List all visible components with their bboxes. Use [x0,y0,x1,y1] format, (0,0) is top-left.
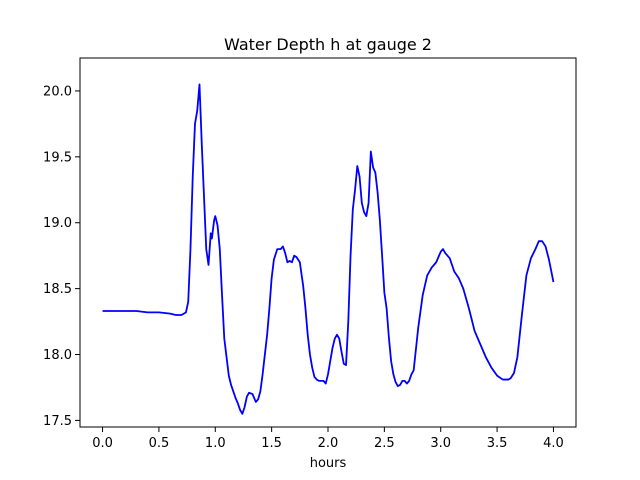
y-tick-label: 19.0 [43,216,72,231]
x-tick-label: 3.5 [487,436,508,451]
y-tick-label: 19.5 [43,150,72,165]
x-tick-label: 2.0 [318,436,339,451]
y-tick-label: 20.0 [43,84,72,99]
y-tick-label: 18.5 [43,282,72,297]
x-tick-label: 0.5 [149,436,170,451]
x-tick-label: 1.0 [205,436,226,451]
y-tick-label: 18.0 [43,348,72,363]
x-axis-label: hours [310,456,347,471]
plot-area [102,83,555,415]
y-axis-ticks: 17.5 18.0 18.5 19.0 19.5 20.0 [43,84,80,429]
x-axis-ticks: 0.0 0.5 1.0 1.5 2.0 2.5 3.0 3.5 4.0 [92,427,564,451]
y-tick-label: 17.5 [43,414,72,429]
series-line-gauge-2 [102,83,555,415]
x-tick-label: 3.0 [430,436,451,451]
x-tick-label: 4.0 [543,436,564,451]
x-tick-label: 0.0 [92,436,113,451]
x-tick-label: 2.5 [374,436,395,451]
x-tick-label: 1.5 [261,436,282,451]
chart-title: Water Depth h at gauge 2 [224,35,432,54]
plot-frame [79,57,577,428]
